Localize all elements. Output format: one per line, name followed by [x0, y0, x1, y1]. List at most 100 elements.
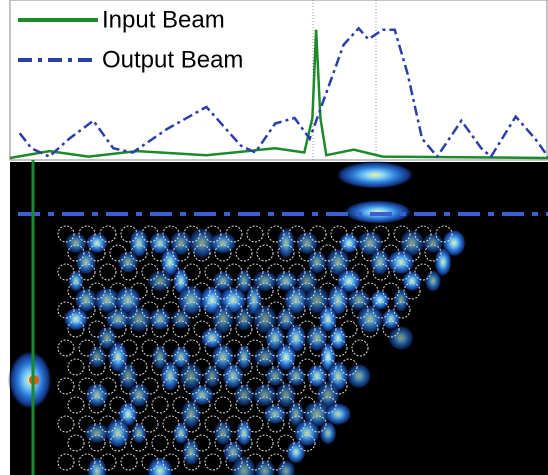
field-spot	[212, 270, 234, 292]
rod	[330, 339, 348, 357]
rod	[351, 225, 369, 243]
rod	[309, 301, 327, 319]
rod	[319, 282, 337, 300]
rod	[309, 339, 327, 357]
rod	[172, 244, 190, 262]
field-spot	[151, 344, 169, 370]
rod	[246, 225, 264, 243]
rod	[309, 377, 327, 395]
rod	[99, 415, 117, 433]
rod	[372, 263, 390, 281]
rod	[256, 320, 274, 338]
rod	[288, 301, 306, 319]
field-spot	[188, 227, 216, 259]
rod	[330, 263, 348, 281]
field-spot	[369, 248, 391, 276]
series-line	[18, 26, 548, 159]
rod	[414, 263, 432, 281]
field-spot	[399, 229, 425, 257]
rod	[319, 358, 337, 376]
field-spot	[293, 419, 321, 447]
rod	[225, 377, 243, 395]
rod	[267, 263, 285, 281]
rod	[393, 263, 411, 281]
rod	[372, 225, 390, 243]
rod	[183, 377, 201, 395]
field-spot	[117, 250, 139, 274]
rod	[193, 396, 211, 414]
field-spot	[319, 421, 337, 445]
rod	[183, 339, 201, 357]
rod	[67, 396, 85, 414]
rod	[67, 434, 85, 452]
rod	[256, 396, 274, 414]
rod	[267, 339, 285, 357]
rod	[393, 301, 411, 319]
field-spot	[253, 346, 277, 368]
rod	[246, 263, 264, 281]
rod	[319, 244, 337, 262]
rod	[130, 396, 148, 414]
rod	[225, 415, 243, 433]
field-spot	[424, 269, 442, 293]
rod	[183, 263, 201, 281]
rod	[78, 377, 96, 395]
rod	[246, 339, 264, 357]
field-spot	[295, 231, 319, 255]
rod	[288, 263, 306, 281]
rod	[57, 377, 75, 395]
rod	[193, 320, 211, 338]
rod	[225, 453, 243, 471]
rod	[88, 282, 106, 300]
field-spot	[305, 324, 329, 352]
field-spot	[96, 326, 118, 350]
rod	[204, 339, 222, 357]
rod	[340, 358, 358, 376]
rod	[214, 396, 232, 414]
rod	[340, 244, 358, 262]
field-spot	[287, 400, 305, 428]
rod	[57, 263, 75, 281]
rod	[162, 377, 180, 395]
rod	[235, 320, 253, 338]
field-spot	[264, 365, 286, 387]
rod	[256, 358, 274, 376]
rod	[340, 320, 358, 338]
rod	[435, 225, 453, 243]
rod	[277, 434, 295, 452]
rod	[162, 453, 180, 471]
field-spot	[128, 382, 150, 408]
rod	[57, 301, 75, 319]
rod	[99, 453, 117, 471]
rod	[78, 339, 96, 357]
rod	[130, 282, 148, 300]
field-spot	[171, 345, 191, 369]
field-spot	[209, 231, 237, 255]
rod	[99, 301, 117, 319]
rod	[172, 320, 190, 338]
field-spot	[346, 363, 372, 389]
field-spot	[231, 455, 257, 475]
field-spot	[129, 228, 149, 258]
rod	[288, 339, 306, 357]
rod	[88, 358, 106, 376]
rod	[340, 282, 358, 300]
rod	[151, 282, 169, 300]
rod	[99, 339, 117, 357]
rod	[319, 320, 337, 338]
field-spot	[203, 364, 221, 388]
rod	[162, 263, 180, 281]
rod	[351, 301, 369, 319]
rod	[298, 434, 316, 452]
rod	[424, 244, 442, 262]
rod	[382, 320, 400, 338]
field-spot	[286, 440, 306, 464]
rod	[246, 453, 264, 471]
rod	[298, 358, 316, 376]
field-spot	[211, 303, 235, 335]
field-pattern	[8, 161, 467, 475]
field-spot	[234, 306, 254, 332]
field-spot	[338, 232, 360, 254]
